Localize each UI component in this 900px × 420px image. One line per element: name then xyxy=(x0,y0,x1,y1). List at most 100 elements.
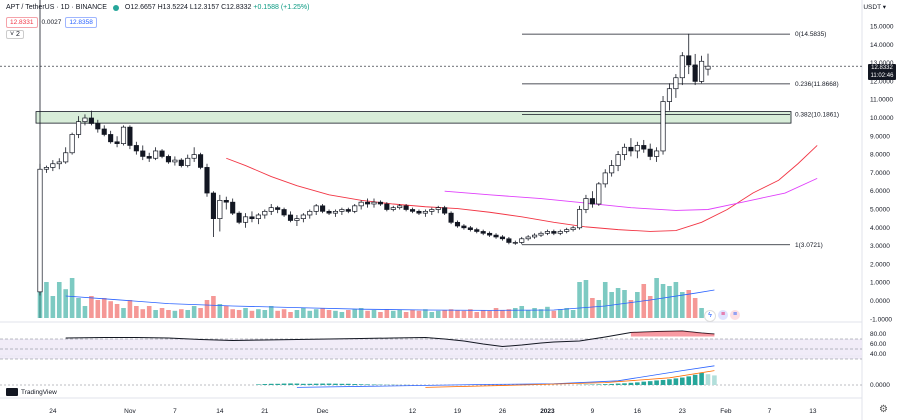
volume-bar xyxy=(204,300,210,318)
candle-body xyxy=(525,236,531,240)
time-axis-label: 7 xyxy=(173,408,177,415)
price-axis-label: 2.0000 xyxy=(870,261,890,268)
time-axis-label: 12 xyxy=(409,408,417,415)
candle-body xyxy=(120,126,127,144)
volume-bar xyxy=(570,310,576,318)
candle-body xyxy=(210,192,216,219)
candle-body xyxy=(268,207,274,212)
fib-level-label: 0.236(11.8668) xyxy=(795,81,839,88)
candle-body xyxy=(153,150,159,159)
candle-body xyxy=(352,205,358,212)
candle-body xyxy=(307,210,313,216)
volume-bar xyxy=(403,312,409,318)
macd-hist-bar xyxy=(654,380,659,385)
candle-body xyxy=(127,126,133,146)
candle-body xyxy=(487,232,493,236)
volume-bar xyxy=(538,309,544,318)
candle-body xyxy=(557,231,563,234)
macd-hist-bar xyxy=(673,378,679,385)
candle-body xyxy=(692,64,698,82)
ask-price[interactable]: 12.8358 xyxy=(65,17,97,28)
macd-hist-bar xyxy=(667,379,672,385)
macd-hist-bar xyxy=(333,383,338,385)
change-value: +0.1588 (+1.25%) xyxy=(253,4,310,11)
tradingview-logo[interactable]: TradingView xyxy=(6,388,57,396)
flag-icon-2[interactable]: ≡ xyxy=(730,310,740,320)
candle-body xyxy=(615,154,621,166)
volume-bar xyxy=(288,312,293,318)
volume-bar xyxy=(590,298,595,318)
volume-bar xyxy=(275,310,280,318)
candle-body xyxy=(165,156,172,163)
price-axis-label: 1.0000 xyxy=(870,280,890,287)
volume-bar xyxy=(76,298,81,318)
macd-hist-bar xyxy=(635,382,640,385)
volume-bar xyxy=(307,310,313,318)
volume-bar xyxy=(628,300,634,318)
volume-bar xyxy=(140,309,146,318)
candle-body xyxy=(409,209,416,212)
candle-body xyxy=(217,200,223,220)
candle-body xyxy=(403,205,409,210)
macd-hist-bar xyxy=(268,383,274,385)
candle-body xyxy=(140,150,146,157)
volume-bar xyxy=(153,310,158,318)
volume-bar xyxy=(647,296,653,318)
lightning-icon[interactable]: ϟ xyxy=(704,310,716,322)
price-axis-label: 0.0000 xyxy=(870,298,890,305)
candle-body xyxy=(666,88,673,102)
candle-body xyxy=(326,210,332,214)
candle-body xyxy=(532,234,538,238)
candle-body xyxy=(281,209,287,216)
volume-bar xyxy=(262,310,268,318)
macd-hist-bar xyxy=(256,384,261,385)
volume-bar xyxy=(172,310,178,318)
volume-bar xyxy=(551,310,557,318)
time-axis-label: 14 xyxy=(216,408,224,415)
volume-bar xyxy=(686,290,692,318)
candle-body xyxy=(461,225,467,229)
collapse-indicators-button[interactable]: ˅ 2 xyxy=(6,30,24,39)
macd-hist-bar xyxy=(705,374,711,385)
macd-signal-line xyxy=(425,370,715,388)
currency-selector[interactable]: USDT ▾ xyxy=(863,4,886,11)
volume-ma-line xyxy=(65,289,715,311)
volume-bar xyxy=(564,308,569,318)
tradingview-logo-icon xyxy=(6,388,18,396)
price-axis-label: 10.0000 xyxy=(870,115,894,122)
time-axis-label: 23 xyxy=(679,408,687,415)
volume-bar xyxy=(365,310,370,318)
candle-body xyxy=(621,146,628,155)
candle-body xyxy=(249,216,255,220)
candle-body xyxy=(602,172,608,185)
candle-body xyxy=(198,154,204,168)
candle-body xyxy=(589,198,595,205)
candle-body xyxy=(223,200,229,203)
close-value: C12.8332 xyxy=(221,4,252,11)
candle-body xyxy=(358,201,364,207)
bid-price[interactable]: 12.8331 xyxy=(6,17,38,28)
candle-body xyxy=(43,167,49,170)
price-axis-label: 9.0000 xyxy=(870,133,890,140)
gear-icon[interactable]: ⚙ xyxy=(879,404,888,415)
rsi-line xyxy=(65,330,715,348)
volume-bar xyxy=(256,309,261,318)
symbol-title[interactable]: APT / TetherUS · 1D · BINANCE xyxy=(6,4,107,11)
volume-bar xyxy=(660,284,666,318)
candle-body xyxy=(56,161,62,165)
macd-hist-bar xyxy=(692,374,698,385)
candle-body xyxy=(50,163,56,168)
flag-icon[interactable]: ≡ xyxy=(718,310,728,320)
low-value: L12.3157 xyxy=(189,4,220,11)
candle-body xyxy=(345,209,351,212)
macd-hist-bar xyxy=(615,383,621,385)
macd-hist-bar xyxy=(352,384,358,385)
volume-bar xyxy=(294,310,300,318)
volume-bar xyxy=(468,309,473,318)
time-axis-label: Dec xyxy=(317,408,329,415)
macd-hist-bar xyxy=(686,376,692,385)
open-value: O12.6657 xyxy=(124,4,156,11)
volume-bar xyxy=(326,310,332,318)
price-axis-label: 8.0000 xyxy=(870,152,890,159)
